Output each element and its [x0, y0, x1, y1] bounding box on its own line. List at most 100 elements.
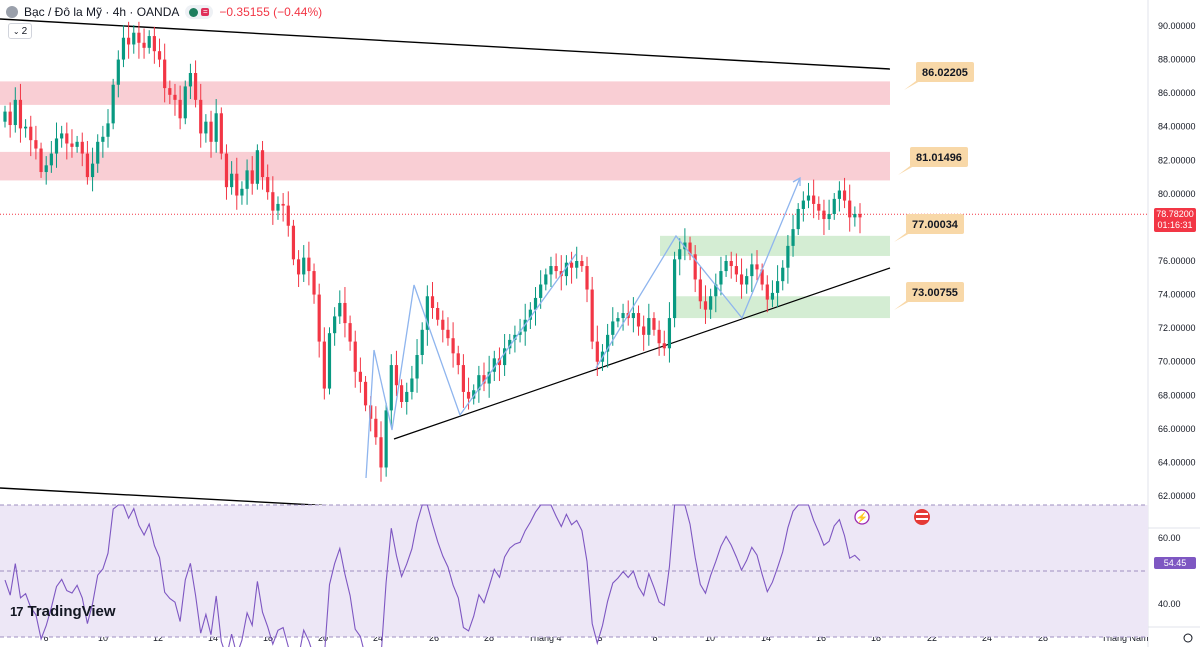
time-tick-label: 3	[597, 633, 602, 643]
candle-body	[317, 294, 321, 342]
gear-icon	[1183, 633, 1193, 643]
candle-body	[343, 302, 347, 324]
candle-body	[436, 308, 440, 320]
candle-body	[848, 200, 852, 218]
candle-body	[394, 365, 399, 386]
candle-body	[286, 205, 290, 226]
candle-body	[703, 301, 708, 310]
candle-body	[276, 203, 280, 211]
candle-body	[224, 153, 229, 188]
candle-body	[745, 276, 749, 285]
candle-body	[533, 297, 538, 310]
tradingview-icon: 17	[10, 604, 24, 619]
candle-body	[472, 390, 476, 399]
time-tick-label: 28	[484, 633, 494, 643]
symbol-title[interactable]: Bạc / Đô la Mỹ · 4h · OANDA	[24, 5, 180, 19]
candle-body	[245, 170, 249, 189]
candle-body	[441, 319, 445, 330]
candle-body	[734, 266, 738, 275]
market-status-pill[interactable]: =	[185, 5, 214, 19]
tradingview-logo[interactable]: 17 TradingView	[10, 603, 116, 620]
price-tick-label: 72.00000	[1158, 323, 1196, 333]
candle-body	[266, 177, 270, 193]
candle-body	[642, 326, 646, 335]
time-tick-label: 24	[982, 633, 992, 643]
candle-body	[410, 378, 414, 392]
candle-body	[827, 214, 831, 220]
candle-body	[760, 269, 764, 285]
candle-body	[399, 385, 404, 402]
bolt-glyph-icon: ⚡	[856, 511, 868, 524]
flag-stripe-icon	[916, 518, 928, 520]
candle-body	[106, 123, 110, 137]
time-tick-label: Tháng Năm	[1101, 633, 1148, 643]
candle-body	[466, 391, 471, 399]
candle-body	[358, 371, 362, 382]
candle-body	[379, 437, 383, 468]
support-zone	[674, 296, 890, 319]
candle-body	[230, 173, 234, 188]
candle-body	[508, 339, 512, 349]
candle-body	[111, 84, 115, 124]
candle-body	[240, 188, 244, 196]
price-label-box	[906, 214, 964, 234]
candle-body	[271, 192, 275, 211]
time-tick-label: 22	[927, 633, 937, 643]
layers-count: 2	[21, 25, 28, 37]
price-label-box	[906, 282, 964, 302]
candle-body	[137, 32, 141, 43]
label-pointer	[894, 233, 910, 242]
candle-body	[801, 200, 805, 209]
candle-body	[678, 249, 682, 260]
candle-body	[116, 59, 120, 85]
candle-body	[770, 292, 775, 300]
candle-body	[302, 257, 306, 275]
candle-body	[183, 86, 187, 119]
candle-body	[528, 309, 532, 320]
candle-body	[260, 150, 265, 178]
time-tick-label: Tháng 4	[528, 633, 561, 643]
candle-body	[616, 318, 620, 322]
candle-body	[333, 316, 337, 334]
candle-body	[739, 274, 744, 285]
candle-body	[142, 42, 146, 48]
brand-name: TradingView	[27, 603, 116, 620]
bar-countdown: 01:16:31	[1157, 220, 1193, 230]
time-tick-label: 18	[263, 633, 273, 643]
indicator-layers-button[interactable]: ⌄ 2	[8, 23, 32, 39]
price-label-text: 73.00755	[912, 287, 958, 299]
chevron-down-icon: ⌄	[12, 26, 20, 36]
candle-body	[430, 296, 435, 308]
candle-body	[652, 318, 656, 330]
candle-body	[832, 198, 836, 214]
time-tick-label: 16	[816, 633, 826, 643]
candle-body	[250, 170, 254, 184]
candle-body	[461, 365, 466, 392]
support-zone	[660, 235, 890, 256]
candle-body	[621, 313, 625, 319]
candle-body	[34, 140, 38, 149]
price-tick-label: 86.00000	[1158, 88, 1196, 98]
price-labels-layer: 86.02205 81.01496 77.00034 73.00755	[894, 62, 974, 310]
ascending-support-line	[393, 267, 891, 440]
candle-body	[611, 321, 615, 335]
price-change: −0.35155 (−0.44%)	[219, 5, 323, 19]
candle-body	[54, 138, 59, 154]
candle-body	[544, 274, 548, 285]
candle-body	[219, 113, 223, 154]
candle-body	[693, 254, 697, 280]
candle-body	[518, 331, 522, 335]
candle-body	[322, 341, 326, 389]
candle-body	[724, 261, 728, 272]
price-tick-label: 76.00000	[1158, 256, 1196, 266]
candle-body	[667, 318, 672, 349]
candle-body	[127, 37, 131, 45]
zones-layer	[0, 81, 890, 319]
country-flag-icon	[914, 509, 930, 525]
candle-body	[353, 341, 357, 372]
candle-body	[307, 257, 311, 272]
event-icons: ⚡	[854, 509, 1193, 643]
candle-body	[24, 126, 28, 129]
